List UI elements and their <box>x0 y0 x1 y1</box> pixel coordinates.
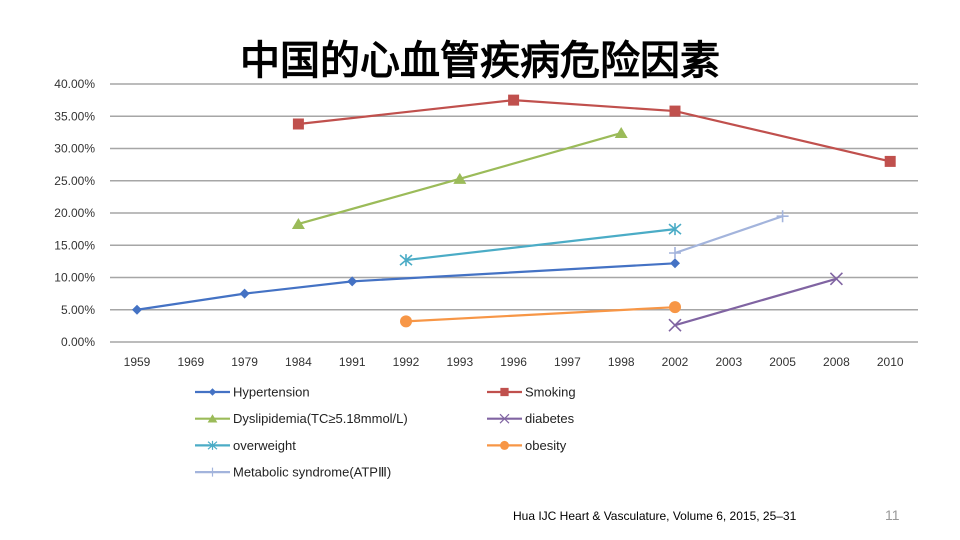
data-point-obesity <box>400 315 412 328</box>
page-number: 11 <box>885 507 900 523</box>
citation: Hua IJC Heart & Vasculature, Volume 6, 2… <box>513 509 797 523</box>
legend-item: Smoking <box>487 385 576 400</box>
legend-item: Dyslipidemia(TC≥5.18mmol/L) <box>195 411 408 426</box>
data-point-overweight <box>399 254 413 267</box>
data-point-diabetes <box>668 318 682 332</box>
y-tick-label: 25.00% <box>54 174 95 188</box>
series-line-obesity <box>405 306 676 323</box>
x-tick-label: 1996 <box>500 355 527 369</box>
series-line-diabetes <box>674 277 837 327</box>
y-tick-label: 0.00% <box>61 335 95 349</box>
legend-marker <box>499 413 510 424</box>
legend-marker <box>500 387 509 397</box>
data-point-metabolic-syndrome-atp <box>776 210 789 223</box>
series-line-overweight <box>405 228 676 262</box>
legend-label: Hypertension <box>233 385 310 400</box>
series-diabetes <box>668 272 843 332</box>
x-tick-label: 1979 <box>231 355 258 369</box>
y-tick-label: 35.00% <box>54 109 95 123</box>
data-point-diabetes <box>829 272 843 286</box>
series-line-smoking <box>298 99 891 163</box>
series-metabolic-syndrome-atp <box>669 210 789 259</box>
x-tick-label: 1959 <box>124 355 151 369</box>
slide-title: 中国的心血管疾病危险因素 <box>240 38 720 84</box>
legend-label: overweight <box>233 438 296 453</box>
data-point-smoking <box>508 94 520 106</box>
data-point-hypertension <box>670 258 680 269</box>
legend-marker <box>207 414 218 423</box>
data-point-dyslipidemia-tc-mmol-l <box>291 217 305 229</box>
data-point-hypertension <box>239 288 250 299</box>
data-point-dyslipidemia-tc-mmol-l <box>453 172 467 184</box>
data-point-hypertension <box>347 276 358 287</box>
legend-item: Hypertension <box>195 385 310 400</box>
x-tick-label: 2008 <box>823 355 850 369</box>
data-point-hypertension <box>132 304 142 315</box>
series-smoking <box>292 94 896 167</box>
x-tick-label: 1984 <box>285 355 312 369</box>
legend-item: overweight <box>195 438 296 453</box>
legend-label: diabetes <box>525 411 575 426</box>
series-hypertension <box>132 258 680 315</box>
data-point-overweight <box>668 223 682 236</box>
legend-label: obesity <box>525 438 567 453</box>
legend-marker <box>208 388 217 396</box>
x-tick-label: 2002 <box>662 355 689 369</box>
y-tick-label: 20.00% <box>54 206 95 220</box>
legend-label: Dyslipidemia(TC≥5.18mmol/L) <box>233 411 408 426</box>
x-tick-label: 1969 <box>177 355 204 369</box>
x-tick-label: 1992 <box>393 355 420 369</box>
y-tick-label: 15.00% <box>54 238 95 252</box>
x-tick-label: 2003 <box>715 355 742 369</box>
x-tick-label: 1998 <box>608 355 635 369</box>
y-tick-label: 10.00% <box>54 271 95 285</box>
x-tick-label: 2010 <box>877 355 904 369</box>
legend-item: diabetes <box>487 411 575 426</box>
legend-item: obesity <box>487 438 567 453</box>
x-tick-label: 2005 <box>769 355 796 369</box>
data-point-smoking <box>669 105 681 117</box>
legend-label: Smoking <box>525 385 576 400</box>
x-tick-label: 1993 <box>446 355 473 369</box>
series-dyslipidemia-tc-mmol-l <box>291 127 628 229</box>
series-line-metabolic-syndrome-atp <box>674 215 783 255</box>
legend-marker <box>208 467 217 477</box>
x-tick-label: 1997 <box>554 355 581 369</box>
series-obesity <box>400 301 681 328</box>
legend-label: Metabolic syndrome(ATPⅢ) <box>233 465 391 480</box>
y-tick-label: 5.00% <box>61 303 95 317</box>
series-overweight <box>399 223 682 267</box>
legend-marker <box>500 440 509 450</box>
legend-marker <box>207 440 218 450</box>
data-point-dyslipidemia-tc-mmol-l <box>614 127 628 139</box>
data-point-smoking <box>292 118 304 130</box>
y-tick-label: 40.00% <box>54 77 95 91</box>
series-line-hypertension <box>136 262 676 311</box>
data-point-obesity <box>669 301 681 314</box>
data-point-smoking <box>884 155 896 167</box>
x-tick-label: 1991 <box>339 355 366 369</box>
data-point-metabolic-syndrome-atp <box>669 246 681 259</box>
legend-item: Metabolic syndrome(ATPⅢ) <box>195 465 391 480</box>
y-tick-label: 30.00% <box>54 142 95 156</box>
